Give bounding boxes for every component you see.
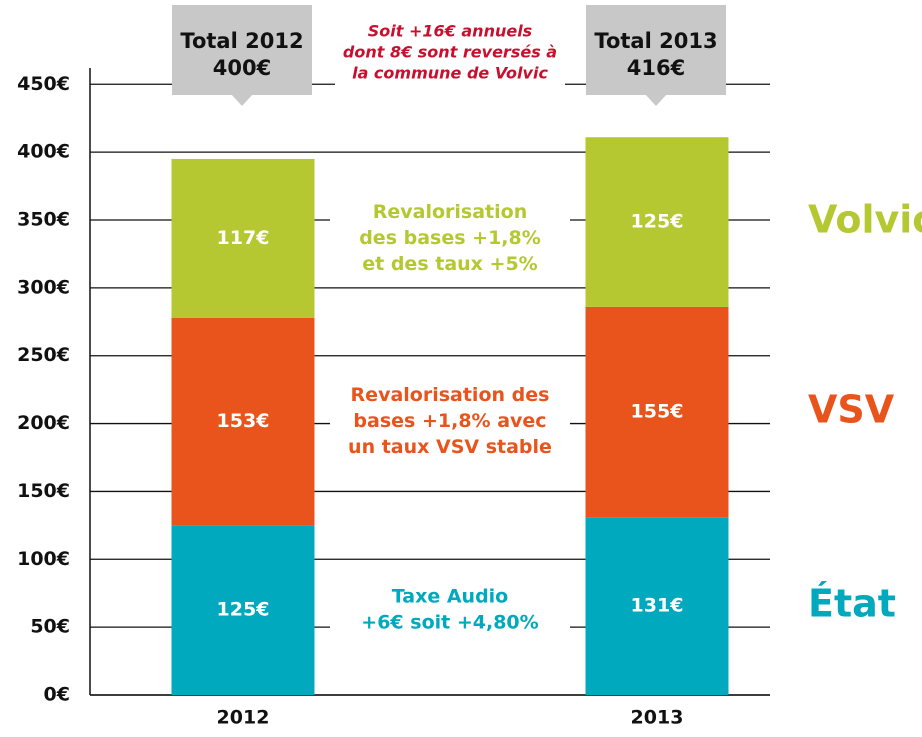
legend-label: État [808, 582, 896, 626]
note-line: des bases +1,8% [359, 227, 541, 249]
bar-segment [585, 137, 729, 307]
value-label: 125€ [217, 599, 270, 621]
y-tick-label: 200€ [17, 412, 70, 434]
y-tick-label: 350€ [17, 209, 70, 231]
note-bg [330, 581, 570, 640]
annotation-line: Soit +16€ annuels [368, 22, 532, 41]
note-bg [330, 196, 570, 281]
note-bg [330, 379, 570, 464]
y-tick-label: 150€ [17, 480, 70, 502]
total-line: 400€ [213, 56, 271, 80]
bar-segment [585, 306, 729, 518]
note-line: Revalorisation [373, 201, 527, 223]
x-tick-label: 2012 [217, 707, 270, 729]
note-line: Taxe Audio [392, 586, 509, 608]
legend-label: Volvic [808, 198, 922, 242]
total-pointer [645, 94, 667, 106]
y-tick-label: 100€ [17, 548, 70, 570]
y-tick-label: 300€ [17, 276, 70, 298]
value-label: 155€ [631, 401, 684, 423]
legend-label: VSV [808, 388, 895, 432]
total-pointer [231, 94, 253, 106]
total-box [172, 5, 312, 95]
bar-segment [171, 158, 315, 318]
annotation-bg [335, 18, 565, 90]
x-tick-label: 2013 [631, 707, 684, 729]
note-line: et des taux +5% [362, 253, 537, 275]
bar-segment [585, 517, 729, 695]
y-tick-label: 50€ [30, 616, 70, 638]
value-label: 153€ [217, 410, 270, 432]
value-label: 117€ [217, 227, 270, 249]
total-line: Total 2013 [594, 29, 717, 53]
y-tick-label: 0€ [44, 684, 70, 706]
note-line: +6€ soit +4,80% [361, 612, 538, 634]
note-line: bases +1,8% avec [353, 410, 546, 432]
y-tick-label: 400€ [17, 141, 70, 163]
annotation-line: la commune de Volvic [352, 64, 548, 83]
y-tick-label: 250€ [17, 344, 70, 366]
note-line: un taux VSV stable [348, 436, 552, 458]
note-line: Revalorisation des [351, 384, 550, 406]
value-label: 125€ [631, 211, 684, 233]
total-line: Total 2012 [180, 29, 303, 53]
total-line: 416€ [627, 56, 685, 80]
value-label: 131€ [631, 595, 684, 617]
bar-segment [171, 525, 315, 695]
y-tick-label: 450€ [17, 73, 70, 95]
total-box [586, 5, 726, 95]
bar-segment [171, 317, 315, 526]
annotation-line: dont 8€ sont reversés à [343, 43, 557, 62]
